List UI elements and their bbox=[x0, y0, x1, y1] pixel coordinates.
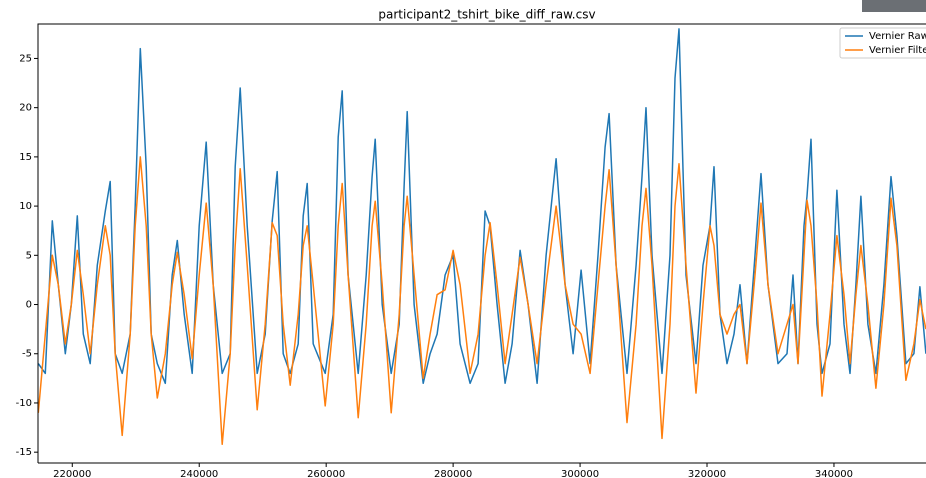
y-tick-label: -15 bbox=[16, 447, 32, 458]
y-tick-label: -5 bbox=[22, 349, 32, 360]
legend-label: Vernier Filtered bbox=[869, 45, 926, 56]
y-tick-label: 25 bbox=[19, 53, 32, 64]
y-tick-label: 5 bbox=[26, 250, 32, 261]
x-tick-label: 260000 bbox=[307, 469, 345, 478]
y-tick-label: 15 bbox=[19, 152, 32, 163]
y-tick-label: 20 bbox=[19, 103, 32, 114]
series-line bbox=[38, 156, 926, 446]
x-tick-label: 340000 bbox=[815, 469, 853, 478]
legend-label: Vernier Raw bbox=[869, 31, 926, 42]
x-tick-label: 280000 bbox=[434, 469, 472, 478]
y-tick-label: 10 bbox=[19, 201, 32, 212]
thumbnail-fragment bbox=[862, 0, 926, 12]
chart-title: participant2_tshirt_bike_diff_raw.csv bbox=[378, 8, 595, 22]
axes-frame bbox=[37, 23, 926, 464]
x-tick-label: 240000 bbox=[180, 469, 218, 478]
y-tick-label: -10 bbox=[16, 398, 32, 409]
x-tick-label: 320000 bbox=[688, 469, 726, 478]
x-tick-label: 220000 bbox=[53, 469, 91, 478]
x-tick-label: 300000 bbox=[561, 469, 599, 478]
y-tick-label: 0 bbox=[26, 300, 32, 311]
series-line bbox=[38, 28, 926, 385]
